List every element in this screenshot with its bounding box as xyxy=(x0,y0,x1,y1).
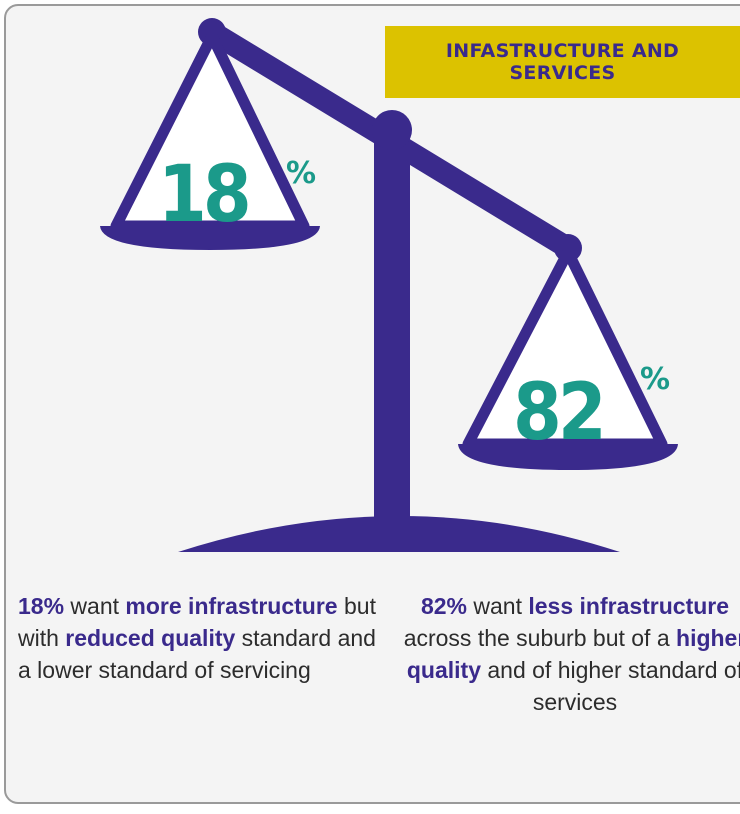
right-caption-t1: want xyxy=(466,593,529,619)
left-pan-dish xyxy=(100,226,320,250)
left-caption-b2: reduced quality xyxy=(65,625,236,651)
left-caption-t2: but with xyxy=(18,593,376,651)
right-caption-t2: across the suburb but of a xyxy=(403,625,677,651)
right-caption: 82% want less infrastructure across the … xyxy=(395,590,740,718)
left-caption-b1: more infrastructure xyxy=(125,593,338,619)
scale-post xyxy=(374,132,410,532)
right-caption-pct: 82% xyxy=(420,593,467,619)
category-badge: INFASTRUCTURE AND SERVICES xyxy=(385,26,740,98)
left-caption-t1: want xyxy=(64,593,126,619)
right-pan-value: 82 xyxy=(513,368,607,458)
left-caption: 18% want more infrastructure but with re… xyxy=(18,590,378,686)
left-caption-pct: 18% xyxy=(18,593,65,619)
left-caption-t3: standard and a lower standard of servici… xyxy=(18,625,376,683)
left-pan-unit: % xyxy=(286,156,317,191)
right-caption-b2: higher quality xyxy=(406,625,740,683)
right-pan-dish xyxy=(458,444,678,470)
right-caption-b1: less infrastructure xyxy=(528,593,730,619)
right-caption-t3: and of higher standard of services xyxy=(480,657,740,715)
category-badge-text: INFASTRUCTURE AND SERVICES xyxy=(445,40,680,84)
scale-base xyxy=(178,516,620,552)
left-pan-value: 18 xyxy=(158,150,252,240)
scale-pivot xyxy=(372,110,412,150)
right-pan-unit: % xyxy=(640,362,671,397)
